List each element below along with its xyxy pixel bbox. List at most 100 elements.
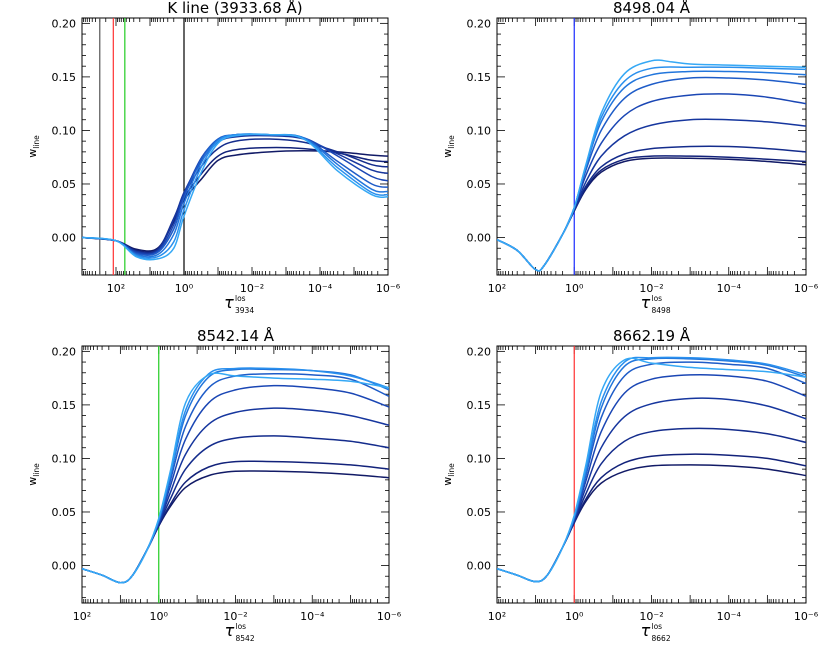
x-tick-label: 10² [107, 282, 125, 295]
series-line-4 [497, 118, 806, 272]
plot-frame [496, 345, 807, 604]
series-line-2 [82, 460, 389, 584]
series-line-2 [82, 146, 388, 253]
series-line-4 [82, 407, 389, 584]
series-line-1 [497, 157, 806, 272]
y-tick-label: 0.00 [52, 232, 77, 245]
chart-title: 8498.04 Å [613, 0, 691, 17]
series-line-2 [497, 155, 806, 272]
series-line-1 [82, 150, 388, 252]
series-line-9 [497, 357, 806, 583]
series-line-7 [82, 133, 388, 258]
x-axis-label: τ [225, 621, 235, 640]
y-tick-label: 0.20 [52, 17, 77, 30]
x-axis-label-superscript: los [652, 622, 663, 631]
y-tick-label: 0.15 [52, 399, 77, 412]
x-tick-label: 10⁻⁴ [717, 282, 742, 295]
plot-frame [81, 17, 389, 276]
x-tick-label: 10⁰ [565, 610, 584, 623]
series-line-8 [497, 66, 806, 272]
chart-title: K line (3933.68 Å) [167, 0, 302, 17]
y-tick-label: 0.05 [52, 506, 77, 519]
series-line-7 [82, 368, 389, 584]
chart-panel-4: 0.00 0.05 0.10 0.15 0.20 10² 10⁰ 10⁻² 10⁻⁴ 10⁻⁶ 86… [441, 326, 819, 643]
y-tick-label: 0.10 [467, 452, 492, 465]
y-axis-label: wline [441, 135, 456, 158]
x-tick-label: 10² [73, 610, 91, 623]
series-line-6 [497, 76, 806, 272]
series-line-3 [497, 145, 806, 272]
y-tick-label: 0.00 [467, 560, 492, 573]
y-axis-label: wline [26, 463, 41, 486]
chart-title: 8662.19 Å [613, 326, 691, 345]
y-tick-label: 0.20 [467, 345, 492, 358]
x-axis-label-superscript: los [652, 294, 663, 303]
y-tick-label: 0.00 [467, 232, 492, 245]
x-tick-label: 10⁰ [565, 282, 584, 295]
series-line-5 [82, 384, 389, 584]
chart-panel-1: 0.00 0.05 0.10 0.15 0.20 10² 10⁰ 10⁻² 10⁻⁴ 10⁻⁶ K … [26, 0, 401, 315]
y-tick-label: 0.15 [467, 399, 492, 412]
series-line-8 [82, 367, 389, 584]
x-tick-label: 10⁻² [639, 282, 663, 295]
x-tick-label: 10² [488, 282, 506, 295]
series-line-2 [497, 453, 806, 583]
y-tick-label: 0.15 [467, 71, 492, 84]
x-axis-label: τ [641, 621, 651, 640]
series-line-6 [82, 133, 388, 257]
series-line-1 [497, 464, 806, 583]
series-line-5 [497, 373, 806, 583]
x-tick-label: 10⁻² [639, 610, 663, 623]
x-tick-label: 10⁻⁶ [794, 610, 819, 623]
y-tick-label: 0.05 [52, 178, 77, 191]
x-tick-label: 10⁻⁶ [377, 610, 402, 623]
series-line-7 [497, 357, 806, 583]
x-tick-label: 10⁰ [175, 282, 194, 295]
x-axis-label-subscript: 8498 [652, 306, 671, 315]
x-tick-label: 10⁻⁴ [300, 610, 325, 623]
x-axis-label-superscript: los [235, 294, 246, 303]
y-axis-label: wline [441, 463, 456, 486]
y-axis-label: wline [26, 135, 41, 158]
y-tick-label: 0.20 [52, 345, 77, 358]
series-line-9 [82, 372, 389, 584]
series-line-9 [82, 133, 388, 261]
series-line-8 [82, 133, 388, 259]
series-line-3 [82, 435, 389, 584]
series-line-5 [497, 93, 806, 272]
y-tick-label: 0.05 [467, 506, 492, 519]
x-axis-label: τ [641, 293, 651, 312]
series-line-9 [497, 59, 806, 272]
series-line-3 [497, 427, 806, 583]
series-line-4 [497, 397, 806, 583]
series-line-1 [82, 470, 389, 584]
x-tick-label: 10⁻⁴ [717, 610, 742, 623]
x-tick-label: 10⁻⁶ [794, 282, 819, 295]
x-tick-label: 10⁰ [150, 610, 169, 623]
x-axis-label-subscript: 8542 [236, 634, 255, 643]
x-tick-label: 10⁻² [240, 282, 264, 295]
y-tick-label: 0.15 [52, 71, 77, 84]
chart-panel-3: 0.00 0.05 0.10 0.15 0.20 10² 10⁰ 10⁻² 10⁻⁴ 10⁻⁶ 85… [26, 326, 402, 643]
x-tick-label: 10⁻⁶ [376, 282, 401, 295]
series-line-6 [497, 361, 806, 583]
series-line-8 [497, 356, 806, 583]
series-line-6 [82, 373, 389, 584]
x-axis-label-superscript: los [236, 622, 247, 631]
plot-frame [496, 17, 807, 276]
y-tick-label: 0.10 [467, 124, 492, 137]
x-tick-label: 10⁻⁴ [308, 282, 333, 295]
x-tick-label: 10² [488, 610, 506, 623]
x-axis-label-subscript: 8662 [652, 634, 671, 643]
x-axis-label: τ [224, 293, 234, 312]
chart-panel-2: 0.00 0.05 0.10 0.15 0.20 10² 10⁰ 10⁻² 10⁻⁴ 10⁻⁶ 84… [441, 0, 819, 315]
x-tick-label: 10⁻² [223, 610, 247, 623]
y-tick-label: 0.10 [52, 452, 77, 465]
x-axis-label-subscript: 3934 [235, 306, 254, 315]
y-tick-label: 0.05 [467, 178, 492, 191]
y-tick-label: 0.00 [52, 560, 77, 573]
chart-title: 8542.14 Å [197, 326, 275, 345]
y-tick-label: 0.10 [52, 124, 77, 137]
y-tick-label: 0.20 [467, 17, 492, 30]
